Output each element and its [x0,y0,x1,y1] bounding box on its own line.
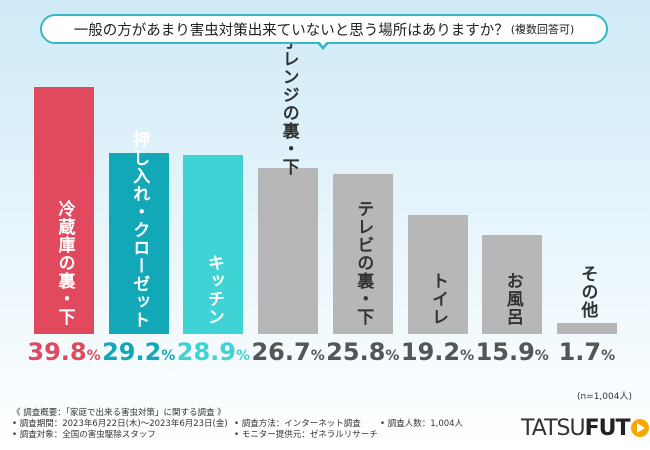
note-period: • 調査期間：2023年6月22日(木)～2023年6月23日(金) [12,419,228,429]
category-label: テレビの裏・下 [353,200,374,326]
question-subtext: (複数回答可) [510,23,575,36]
note-count: • 調査人数：1,004人 [380,419,464,429]
value-unit: % [534,348,549,364]
category-label: お風呂 [502,272,523,326]
category-label: トイレ [428,272,448,326]
bar [556,323,617,334]
sample-size: (n=1,004人) [576,392,632,402]
value-number: 29.2 [102,338,162,366]
value-number: 19.2 [400,338,461,366]
category-label: キッチン [203,254,224,326]
note-overview: 《 調査概要：「家庭で出来る害虫対策」に関する調査 》 [12,408,226,418]
value-unit: % [460,348,475,364]
category-label: 電子レンジの裏・下 [278,14,299,177]
value-label: 25.8% [323,338,403,366]
note-provider: • モニター提供元：ゼネラルリサーチ [234,430,378,440]
company-logo: TATSU FUT [521,414,650,442]
bar [258,168,319,334]
value-label: 15.9% [472,338,552,366]
value-number: 26.7 [251,338,311,366]
category-label: 冷蔵庫の裏・下 [54,200,75,326]
bar [407,214,468,334]
bar [482,235,543,334]
value-label: 39.8% [24,338,104,366]
logo-text-tatsu: TATSU [521,415,586,441]
bar [108,152,169,334]
bar [34,87,94,334]
value-number: 25.8 [326,338,386,366]
value-unit: % [161,348,176,364]
question-text: 一般の方があまり害虫対策出来ていないと思う場所はありますか？ [73,22,509,39]
logo-text-futo: FUT [584,415,631,441]
value-label: 28.9% [173,338,253,366]
value-unit: % [86,348,101,364]
category-label: 押し入れ・クローゼット [129,130,150,329]
value-label: 26.7% [248,338,328,366]
value-label: 19.2% [398,338,478,366]
value-number: 1.7 [558,338,602,366]
bar [332,174,393,334]
category-label: その他 [577,265,598,320]
value-label: 1.7% [547,338,627,366]
value-number: 15.9 [475,338,535,366]
question-banner: 一般の方があまり害虫対策出来ていないと思う場所はありますか？ (複数回答可) [40,14,608,44]
value-label: 29.2% [99,338,179,366]
bar [183,154,244,334]
value-unit: % [385,348,400,364]
value-unit: % [601,348,616,364]
play-icon [631,419,650,437]
question-tail [316,40,330,50]
value-unit: % [235,348,251,364]
value-unit: % [310,348,325,364]
note-target: • 調査対象：全国の害虫駆除スタッフ [12,430,156,440]
value-number: 28.9 [176,338,236,366]
value-number: 39.8 [27,338,87,366]
note-method: • 調査方法：インターネット調査 [234,419,361,429]
